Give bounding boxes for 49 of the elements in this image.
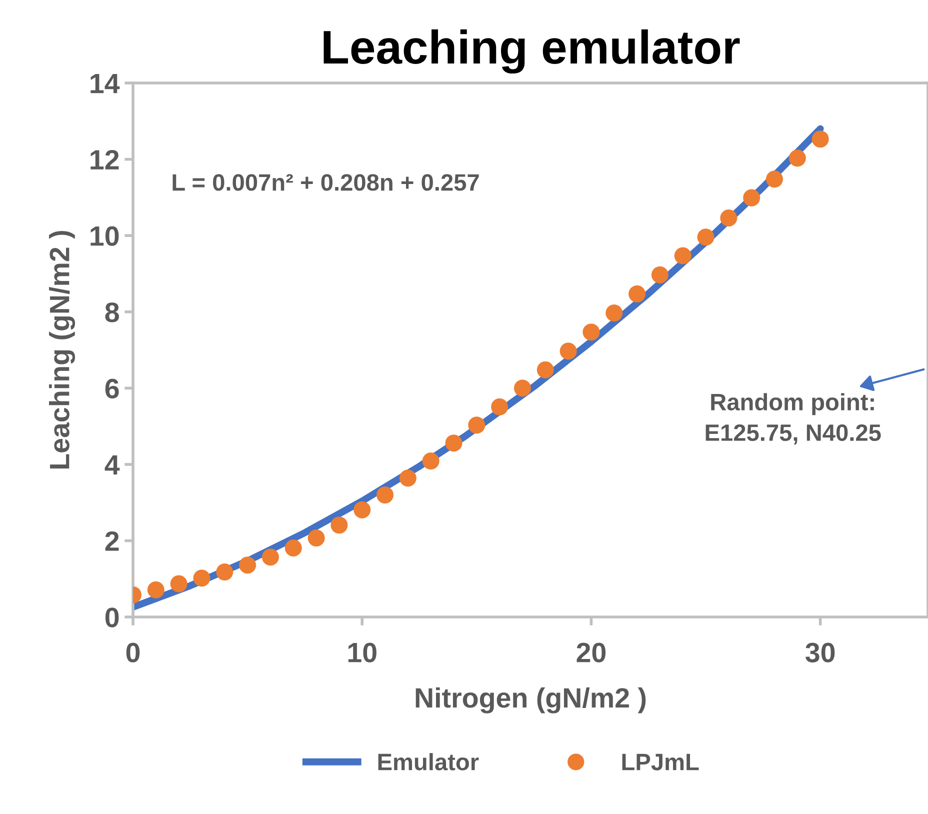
point (651, 266, 668, 284)
point (536, 361, 554, 378)
point (812, 130, 829, 148)
y-tick-label: 10 (90, 226, 119, 246)
y-axis-title: Leaching (gN/m2 ) (49, 230, 76, 469)
point (674, 247, 692, 264)
point (766, 170, 784, 188)
point (720, 210, 738, 227)
point (193, 570, 210, 587)
point (284, 539, 302, 556)
point (468, 416, 486, 434)
point (330, 516, 348, 534)
x-tick-label: 30 (806, 642, 835, 662)
point (445, 434, 462, 452)
legend-label: Emulator (378, 753, 479, 770)
point (239, 556, 256, 574)
point (582, 324, 600, 341)
y-tick-label: 14 (90, 74, 120, 94)
point (147, 581, 164, 598)
annotation: Random point: E125.75, N40.25 (706, 393, 881, 444)
point (399, 470, 416, 487)
point (170, 575, 188, 592)
y-tick-label: 0 (105, 608, 119, 628)
point (262, 548, 279, 566)
y-tick-label: 2 (105, 531, 119, 551)
x-tick-label: 10 (348, 642, 376, 662)
x-axis-title: Nitrogen (gN/m2 ) (416, 687, 646, 714)
point (697, 228, 714, 246)
chart-title: Leaching emulator (324, 29, 740, 74)
y-tick-label: 4 (104, 455, 120, 474)
point (308, 530, 325, 547)
legend-label: LPJmL (622, 754, 699, 770)
y-tick-label: 6 (105, 378, 119, 398)
point (216, 563, 234, 580)
point (376, 486, 394, 504)
point (514, 380, 531, 397)
y-tick-label: 12 (90, 150, 119, 170)
point (606, 304, 623, 322)
point (354, 501, 371, 518)
annotation: L = 0.007n² + 0.208n + 0.257 (172, 174, 479, 191)
point (560, 342, 577, 360)
point (491, 398, 508, 416)
point (743, 189, 760, 206)
x-tick-label: 20 (576, 642, 606, 662)
point (788, 150, 806, 167)
point (628, 285, 646, 302)
y-tick-label: 8 (105, 302, 119, 322)
x-tick-label: 0 (126, 642, 140, 662)
point (422, 452, 440, 470)
